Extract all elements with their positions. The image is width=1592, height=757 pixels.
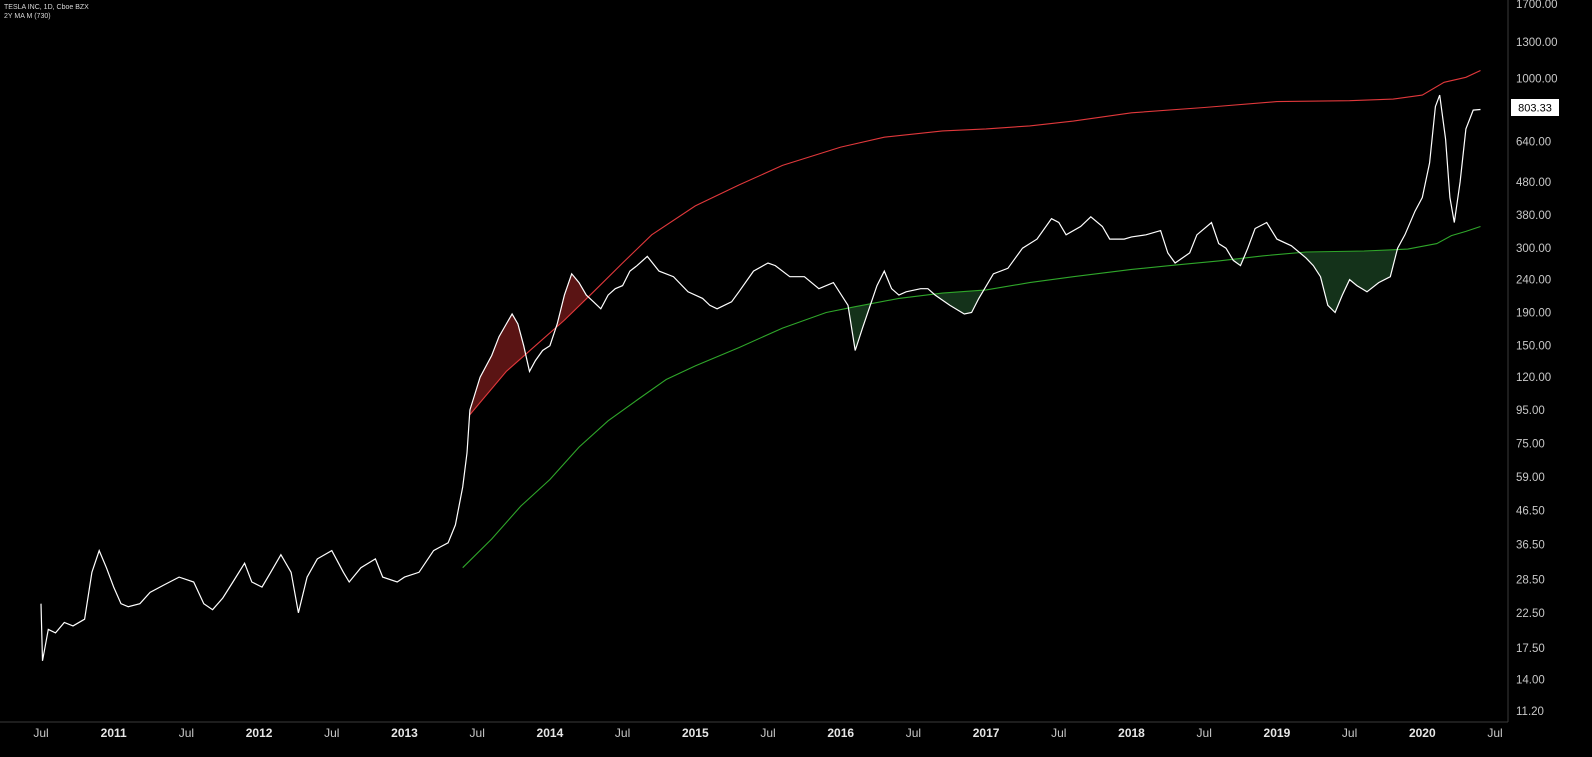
y-tick-label: 640.00 [1516, 137, 1551, 149]
lower-band-fill [848, 303, 871, 351]
lower-band-line [462, 225, 1481, 569]
y-tick-label: 1700.00 [1516, 0, 1558, 11]
y-tick-label: 46.50 [1516, 506, 1545, 518]
x-axis: Jul 2011 Jul 2012 Jul 2013 Jul 2014 Jul 2015 Jul 20… [33, 726, 1502, 740]
x-tick-label: Jul [470, 726, 485, 740]
y-axis: 1700.00 1300.00 1000.00 640.00 480.00 380.00 3… [1516, 0, 1558, 718]
x-tick-label: Jul [324, 726, 339, 740]
x-tick-label: 2018 [1118, 726, 1145, 740]
x-tick-label: Jul [906, 726, 921, 740]
last-price-marker: 803.33 [1511, 99, 1559, 116]
y-tick-label: 59.00 [1516, 472, 1545, 484]
y-tick-label: 150.00 [1516, 341, 1551, 353]
y-tick-label: 22.50 [1516, 608, 1545, 620]
lower-band-fill [934, 290, 984, 314]
y-tick-label: 17.50 [1516, 643, 1545, 655]
y-tick-label: 380.00 [1516, 210, 1551, 222]
chart-header: TESLA INC, 1D, Cboe BZX 2Y MA M (730) [4, 3, 89, 21]
y-tick-label: 14.00 [1516, 675, 1545, 687]
x-tick-label: Jul [615, 726, 630, 740]
x-tick-label: Jul [179, 726, 194, 740]
x-tick-label: Jul [1487, 726, 1502, 740]
y-tick-label: 11.20 [1516, 706, 1544, 718]
x-tick-label: Jul [1197, 726, 1212, 740]
price-line [40, 94, 1481, 661]
y-tick-label: 240.00 [1516, 275, 1551, 287]
x-tick-label: Jul [33, 726, 48, 740]
x-tick-label: Jul [1342, 726, 1357, 740]
y-tick-label: 28.50 [1516, 575, 1545, 587]
y-tick-label: 1300.00 [1516, 37, 1558, 49]
last-price-box [1511, 99, 1559, 116]
upper-band-fill [469, 314, 526, 415]
y-tick-label: 36.50 [1516, 540, 1545, 552]
upper-band-line [469, 70, 1481, 415]
x-tick-label: 2016 [827, 726, 854, 740]
indicator-title: 2Y MA M (730) [4, 13, 51, 20]
upper-band-fill [556, 273, 588, 328]
x-tick-label: Jul [1051, 726, 1066, 740]
last-price-label: 803.33 [1518, 103, 1552, 115]
x-tick-label: 2014 [537, 726, 564, 740]
x-tick-label: 2017 [973, 726, 1000, 740]
x-tick-label: 2011 [101, 726, 127, 740]
x-tick-label: 2019 [1264, 726, 1291, 740]
y-tick-label: 480.00 [1516, 177, 1551, 189]
y-tick-label: 120.00 [1516, 372, 1551, 384]
y-tick-label: 1000.00 [1516, 74, 1558, 86]
x-tick-label: 2012 [246, 726, 273, 740]
symbol-title: TESLA INC, 1D, Cboe BZX [4, 4, 89, 11]
y-tick-label: 75.00 [1516, 438, 1545, 450]
x-tick-label: 2020 [1409, 726, 1436, 740]
x-tick-label: 2015 [682, 726, 709, 740]
x-tick-label: 2013 [391, 726, 418, 740]
band-fills [469, 249, 1397, 415]
y-tick-label: 95.00 [1516, 405, 1545, 417]
y-tick-label: 190.00 [1516, 308, 1551, 320]
y-tick-label: 300.00 [1516, 243, 1551, 255]
x-tick-label: Jul [760, 726, 775, 740]
